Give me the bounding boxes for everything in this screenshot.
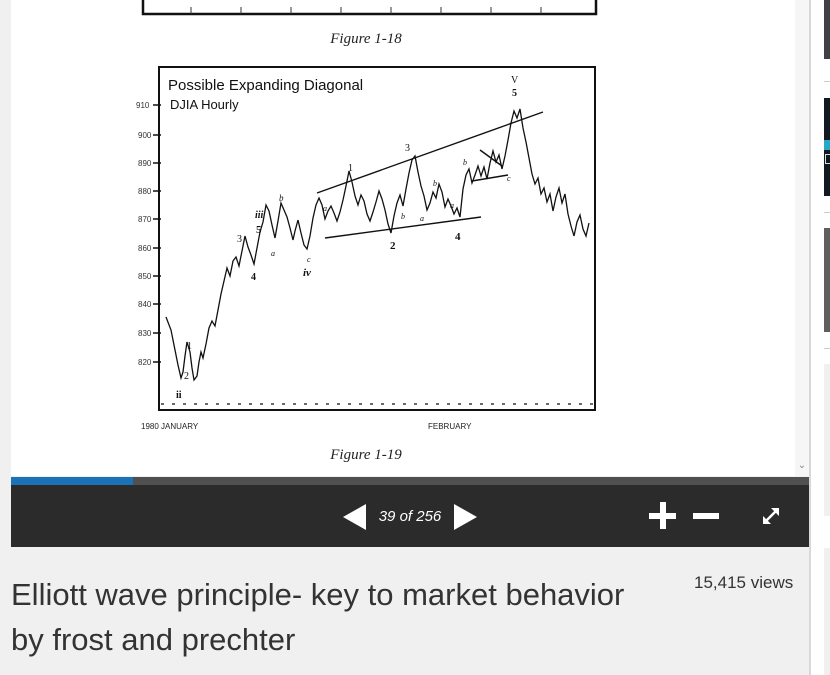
- lower-trendline: [324, 216, 482, 239]
- zoom-in-icon[interactable]: [649, 502, 677, 530]
- wave-label: iv: [303, 267, 311, 279]
- wave-label: 2: [184, 371, 189, 382]
- page-counter: 39 of 256: [378, 508, 442, 525]
- wave-label: c: [307, 255, 311, 264]
- wave-label: b: [279, 193, 284, 203]
- y-tick-label: 870: [138, 215, 152, 224]
- y-tick-label: 890: [138, 159, 152, 168]
- related-thumbnail[interactable]: [824, 548, 830, 675]
- scroll-down-icon[interactable]: ⌄: [797, 460, 807, 471]
- wave-labels: 1 2 ii 3 4 iii 5 a b c iv 1 a b 2 a 3 b …: [176, 75, 519, 401]
- view-count: 15,415 views: [694, 573, 794, 592]
- y-tick-label: 830: [138, 329, 152, 338]
- wave-label: a: [271, 249, 275, 258]
- wave-label: b: [463, 158, 467, 167]
- y-tick-label: 860: [138, 244, 152, 253]
- wave-label: c: [507, 174, 511, 183]
- related-sidebar: [811, 0, 830, 675]
- reading-progress-fill: [11, 477, 134, 485]
- x-label-february: FEBRUARY: [428, 422, 472, 431]
- y-tick-label: 820: [138, 358, 152, 367]
- viewer-toolbar: 39 of 256: [11, 485, 809, 547]
- price-line: [165, 108, 590, 382]
- expand-icon: [763, 508, 779, 524]
- chart-frame: [158, 66, 596, 411]
- column-divider: [809, 0, 811, 675]
- wave-label: ii: [176, 390, 182, 401]
- y-tick-label: 840: [138, 300, 152, 309]
- upper-trendline: [316, 111, 544, 194]
- wave-label: 4: [455, 231, 461, 243]
- sidebar-separator: [824, 348, 830, 349]
- wave-label: 1: [187, 341, 192, 352]
- sidebar-separator: [824, 212, 830, 213]
- next-page-icon[interactable]: [454, 504, 477, 530]
- related-thumbnail[interactable]: [824, 364, 830, 516]
- previous-page-icon[interactable]: [343, 504, 366, 530]
- wave-label: 5: [256, 224, 262, 236]
- y-tick-label: 850: [138, 272, 152, 281]
- fullscreen-icon[interactable]: [760, 505, 782, 527]
- related-thumbnail[interactable]: [824, 228, 830, 332]
- wave-label: iii: [255, 210, 264, 221]
- chart-title: Possible Expanding Diagonal: [168, 77, 363, 94]
- related-thumbnail[interactable]: [824, 0, 830, 59]
- figure-caption: Figure 1-19: [329, 447, 402, 463]
- sidebar-separator: [824, 81, 830, 82]
- document-title: Elliott wave principle- key to market be…: [11, 577, 625, 657]
- triangle-lower: [471, 174, 509, 182]
- figure-top-caption: Figure 1-18: [329, 31, 402, 47]
- wave-label: 3: [405, 143, 410, 154]
- scanned-figure: Figure 1-18 Possible Expanding Diagonal …: [136, 0, 598, 463]
- wave-label: 5: [512, 88, 517, 99]
- y-axis: 910 900 890 880 870 860 850 840 830 820: [136, 101, 152, 367]
- diagonal-channel: [316, 111, 544, 239]
- wave-label: 2: [390, 240, 396, 252]
- wave-label: V: [511, 75, 519, 86]
- reading-progress-bar: [11, 477, 809, 485]
- wave-label: 1: [348, 163, 353, 174]
- wave-label: a: [420, 214, 424, 223]
- y-tick-label: 910: [136, 101, 150, 110]
- y-tick-label: 900: [138, 131, 152, 140]
- wave-label: 4: [251, 272, 256, 283]
- triangle-upper: [479, 149, 503, 167]
- wave-label: a: [450, 201, 454, 210]
- document-scrollbar[interactable]: [795, 0, 809, 476]
- previous-figure-frame: [141, 0, 598, 16]
- wave-label: b: [401, 212, 405, 221]
- y-tick-label: 880: [138, 187, 152, 196]
- wave-label: a: [323, 204, 327, 213]
- main-column: Figure 1-18 Possible Expanding Diagonal …: [11, 0, 809, 657]
- x-label-january: 1980 JANUARY: [141, 422, 199, 431]
- related-thumbnail[interactable]: [824, 98, 830, 196]
- zoom-out-icon[interactable]: [693, 502, 721, 530]
- wave-label: b: [433, 179, 437, 188]
- document-page: Figure 1-18 Possible Expanding Diagonal …: [11, 0, 795, 476]
- wave-label: 3: [237, 234, 242, 245]
- y-tick-marks: [153, 104, 161, 363]
- chart-subtitle: DJIA Hourly: [170, 97, 239, 112]
